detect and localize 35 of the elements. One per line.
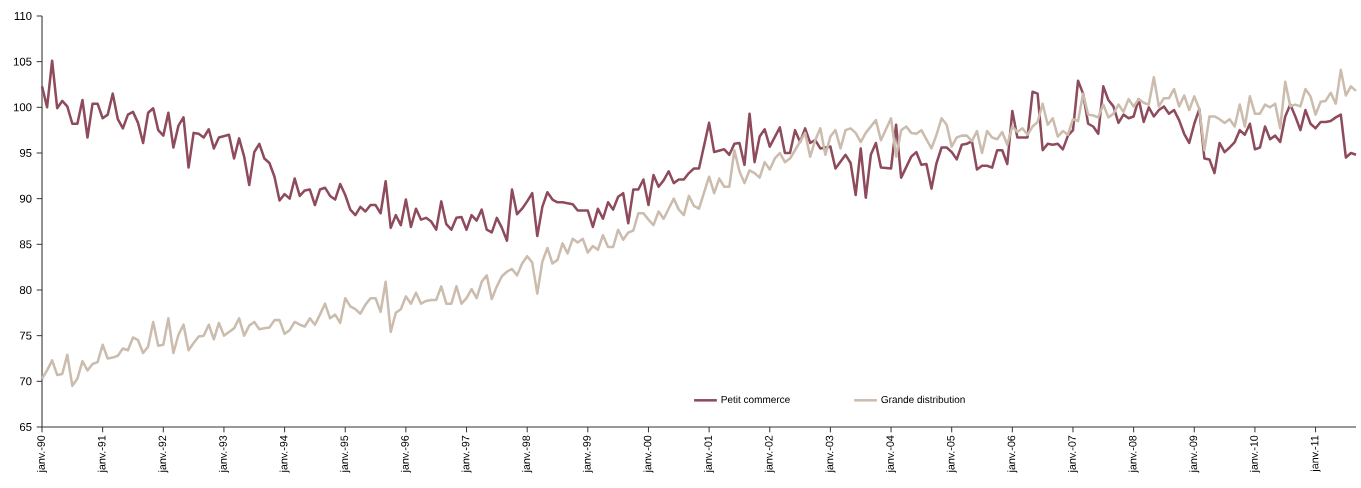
y-tick-label: 80 bbox=[19, 285, 32, 294]
y-tick-label: 85 bbox=[19, 240, 32, 249]
x-tick-label: janv.-99 bbox=[582, 435, 593, 473]
x-tick-label: janv.-95 bbox=[340, 435, 351, 473]
x-tick-label: janv.-09 bbox=[1189, 435, 1200, 473]
line-series bbox=[40, 68, 1358, 388]
x-tick-label: janv.-04 bbox=[886, 435, 897, 473]
x-tick-label: janv.-00 bbox=[643, 435, 654, 473]
x-tick-label: janv.-92 bbox=[158, 435, 169, 473]
x-tick-label: janv.-94 bbox=[279, 435, 290, 473]
x-tick-label: janv.-91 bbox=[97, 435, 108, 473]
x-tick-label: janv.-90 bbox=[37, 435, 47, 473]
y-tick-label: 90 bbox=[19, 194, 32, 203]
x-tick-label: janv.-05 bbox=[946, 435, 957, 473]
legend-label: Grande distribution bbox=[881, 395, 965, 404]
y-tick-label: 75 bbox=[19, 331, 32, 340]
x-tick-label: janv.-96 bbox=[400, 435, 411, 473]
x-tick-label: janv.-06 bbox=[1007, 435, 1018, 473]
x-tick-label: janv.-03 bbox=[825, 435, 836, 473]
y-tick-label: 105 bbox=[13, 57, 32, 66]
y-tick-label: 95 bbox=[19, 148, 32, 157]
y-tick-label: 100 bbox=[13, 103, 32, 112]
y-tick-label: 70 bbox=[19, 377, 32, 386]
x-tick-label: janv.-07 bbox=[1068, 435, 1078, 473]
y-tick-label: 110 bbox=[14, 11, 32, 20]
x-tick-label: janv.-10 bbox=[1249, 435, 1260, 473]
x-tick-label: janv.-08 bbox=[1128, 435, 1139, 473]
legend-label: Petit commerce bbox=[721, 395, 790, 404]
x-tick-label: janv.-97 bbox=[461, 435, 472, 473]
x-tick-label: janv.-93 bbox=[218, 435, 229, 473]
x-tick-label: janv.-98 bbox=[522, 435, 533, 473]
x-tick-label: janv.-02 bbox=[764, 435, 775, 473]
x-tick-label: janv.-11 bbox=[1310, 435, 1321, 472]
y-tick-label: 65 bbox=[19, 422, 32, 431]
x-tick-label: janv.-01 bbox=[704, 435, 715, 473]
